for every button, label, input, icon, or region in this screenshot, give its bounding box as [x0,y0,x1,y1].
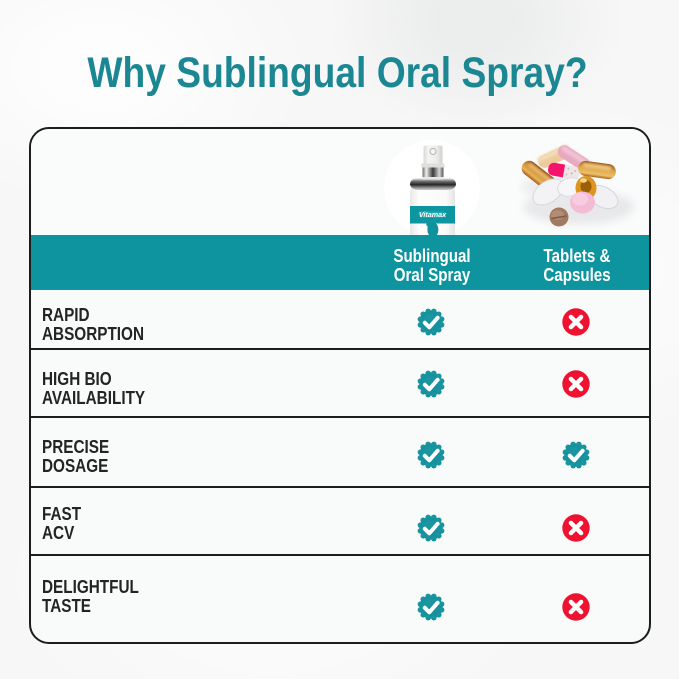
svg-text:Vitamax: Vitamax [419,210,447,219]
